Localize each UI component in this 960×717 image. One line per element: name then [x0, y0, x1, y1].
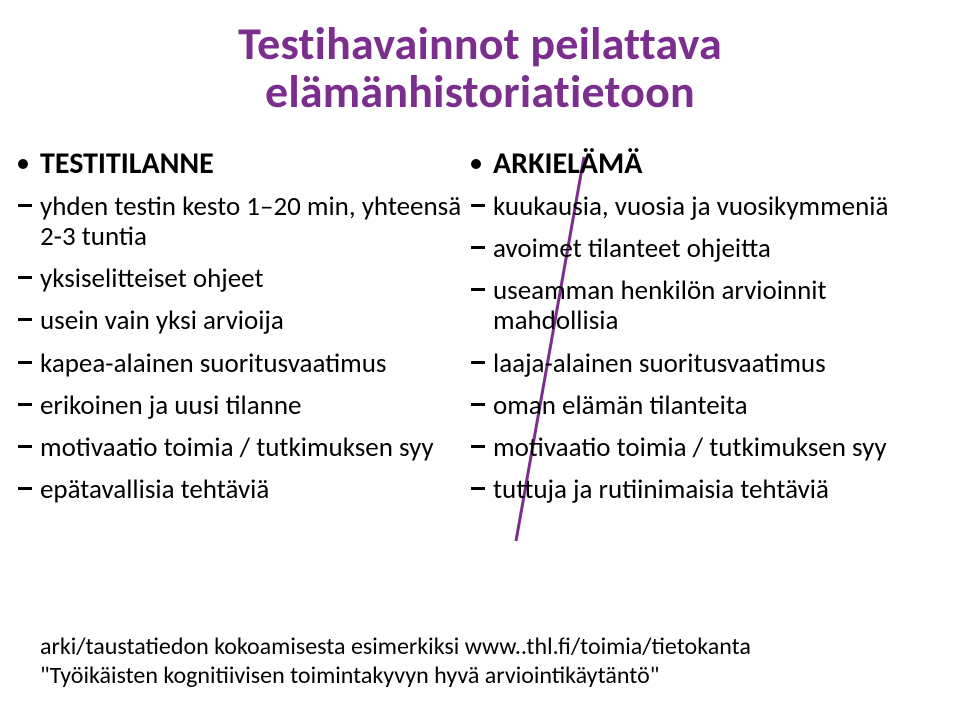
list-item: yhden testin kesto 1–20 min, yhteensä 2-…: [40, 192, 467, 252]
title-line-1: Testihavainnot peilattava: [40, 20, 920, 68]
footer-line-1: arki/taustatiedon kokoamisesta esimerkik…: [40, 633, 930, 662]
left-heading: TESTITILANNE: [40, 145, 467, 182]
list-item: epätavallisia tehtäviä: [40, 475, 467, 505]
list-item: motivaatio toimia / tutkimuksen syy: [493, 433, 920, 463]
footer: arki/taustatiedon kokoamisesta esimerkik…: [40, 633, 930, 691]
left-column: TESTITILANNE yhden testin kesto 1–20 min…: [40, 145, 481, 518]
list-item: motivaatio toimia / tutkimuksen syy: [40, 433, 467, 463]
list-item: kuukausia, vuosia ja vuosikymmeniä: [493, 192, 920, 222]
list-item: kapea-alainen suoritusvaatimus: [40, 349, 467, 379]
footer-line-2: "Työikäisten kognitiivisen toimintakyvyn…: [40, 662, 930, 691]
right-column: ARKIELÄMÄ kuukausia, vuosia ja vuosikymm…: [481, 145, 920, 518]
list-item: tuttuja ja rutiinimaisia tehtäviä: [493, 475, 920, 505]
list-item: usein vain yksi arvioija: [40, 306, 467, 336]
list-item: laaja-alainen suoritusvaatimus: [493, 349, 920, 379]
list-item: useamman henkilön arvioinnit mahdollisia: [493, 276, 920, 336]
columns: TESTITILANNE yhden testin kesto 1–20 min…: [40, 145, 920, 518]
list-item: oman elämän tilanteita: [493, 391, 920, 421]
right-heading: ARKIELÄMÄ: [493, 145, 920, 182]
list-item: avoimet tilanteet ohjeitta: [493, 234, 920, 264]
list-item: erikoinen ja uusi tilanne: [40, 391, 467, 421]
slide-title: Testihavainnot peilattava elämänhistoria…: [40, 20, 920, 117]
list-item: yksiselitteiset ohjeet: [40, 264, 467, 294]
title-line-2: elämänhistoriatietoon: [40, 68, 920, 116]
slide: Testihavainnot peilattava elämänhistoria…: [0, 0, 960, 717]
